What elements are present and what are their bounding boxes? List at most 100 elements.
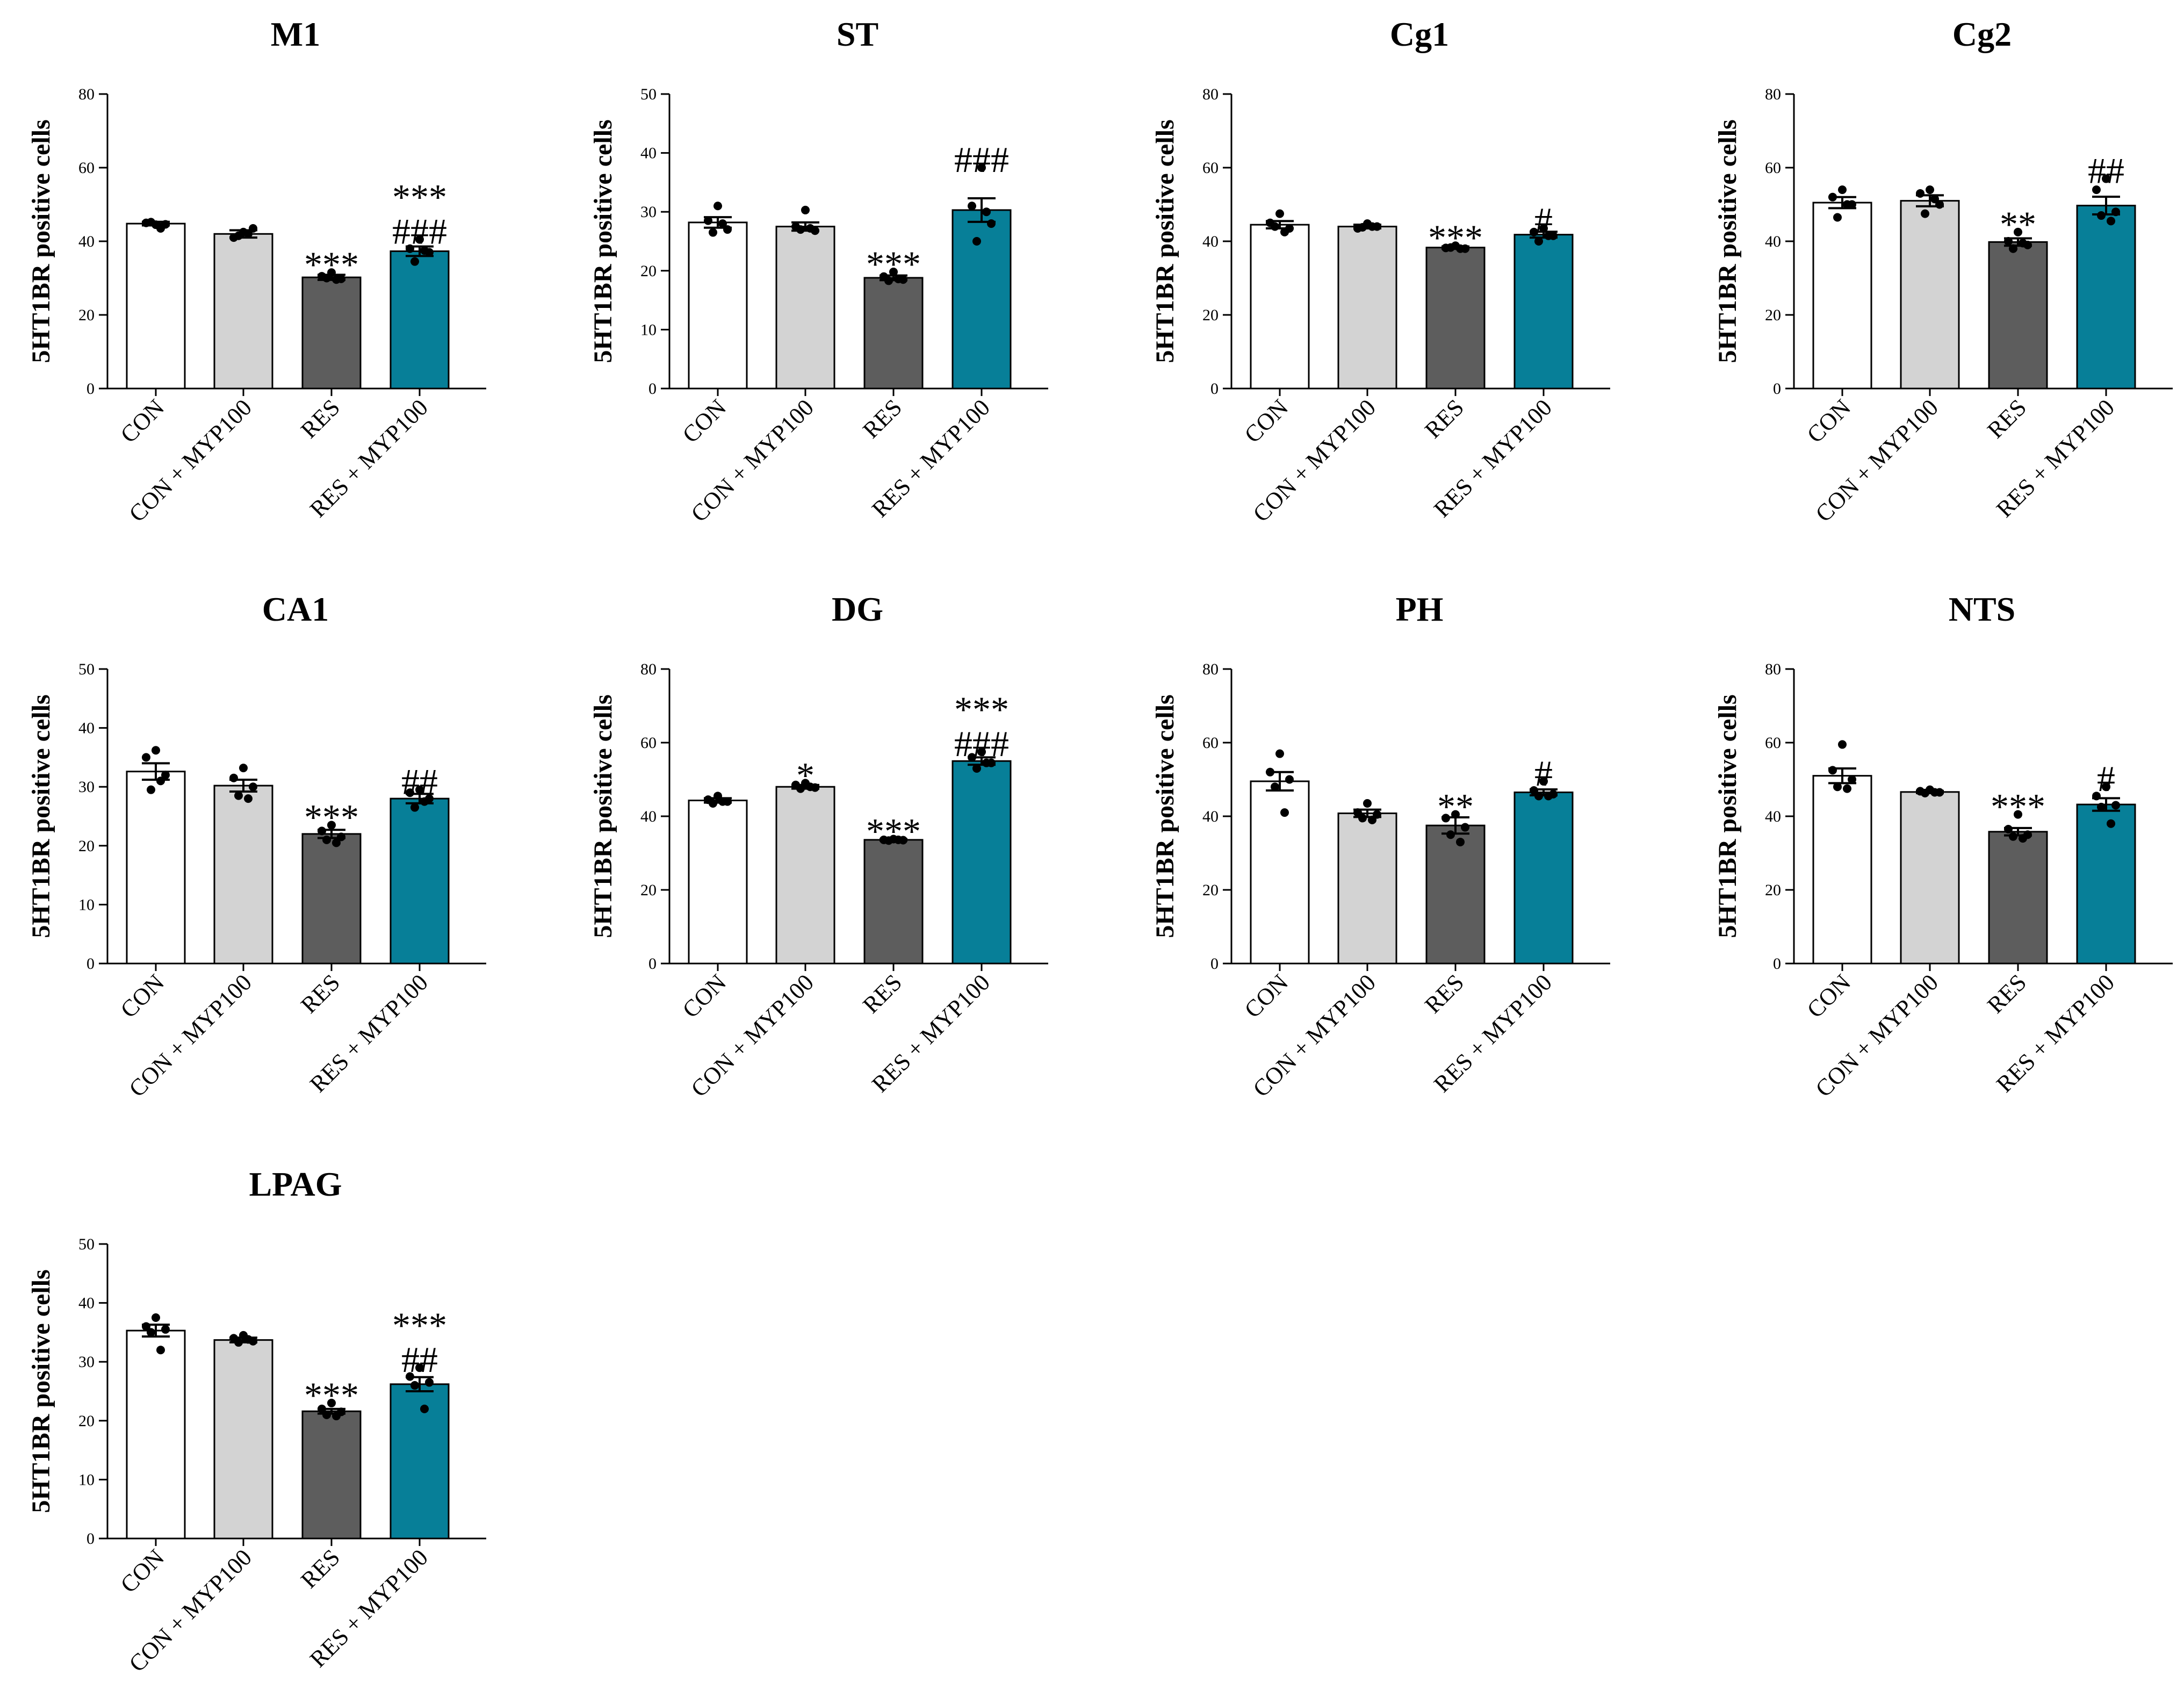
data-point	[156, 1346, 165, 1355]
data-point	[1539, 776, 1548, 786]
y-tick-label: 20	[640, 881, 657, 899]
y-tick-label: 60	[1202, 159, 1219, 177]
data-point	[249, 782, 257, 792]
y-tick-label: 40	[640, 145, 657, 162]
x-tick-label: RES	[857, 969, 907, 1018]
data-point	[2092, 792, 2101, 801]
data-point	[1373, 810, 1381, 819]
y-tick-label: 40	[1765, 808, 1781, 825]
bar	[301, 1410, 362, 1540]
data-point	[244, 1335, 253, 1344]
significance-label: ***	[866, 243, 921, 284]
y-tick-label: 10	[78, 1471, 95, 1489]
data-point	[1921, 209, 1929, 218]
data-point	[1838, 740, 1847, 749]
data-point	[425, 1378, 434, 1387]
data-point	[2092, 185, 2101, 195]
x-tick-label: RES	[1419, 394, 1469, 443]
data-point	[410, 257, 419, 266]
bar	[1513, 791, 1574, 965]
bar	[952, 760, 1012, 965]
data-point	[1353, 808, 1362, 817]
data-point	[884, 276, 893, 285]
data-point	[1461, 823, 1469, 832]
data-point	[1843, 200, 1851, 209]
data-point	[2009, 832, 2017, 841]
data-point	[1530, 786, 1538, 795]
data-point	[1530, 227, 1538, 236]
data-point	[894, 835, 903, 844]
y-tick-label: 0	[1210, 380, 1219, 398]
bar	[1250, 224, 1310, 390]
data-point	[796, 784, 805, 793]
data-point	[234, 231, 243, 240]
y-axis-label: 5HT1BR positive cells	[1713, 119, 1742, 363]
data-point	[1930, 788, 1939, 797]
data-point	[318, 1404, 326, 1413]
x-tick-label: CON	[116, 1544, 169, 1598]
y-tick-label: 20	[78, 837, 95, 855]
y-tick-label: 0	[87, 1530, 95, 1548]
data-point	[723, 225, 732, 234]
y-tick-label: 60	[1765, 159, 1781, 177]
significance-label: ##	[401, 1339, 438, 1380]
bar	[126, 771, 186, 965]
x-tick-label: RES	[295, 1544, 345, 1593]
y-axis-label: 5HT1BR positive cells	[589, 694, 617, 938]
data-point	[327, 268, 336, 277]
data-point	[420, 1404, 429, 1413]
bar	[1513, 234, 1574, 390]
data-point	[1456, 837, 1465, 846]
y-tick-label: 0	[1773, 380, 1781, 398]
data-point	[415, 235, 424, 244]
x-tick-label: CON	[1802, 394, 1856, 448]
significance-label: **	[1437, 786, 1474, 827]
data-point	[1828, 766, 1837, 775]
data-point	[244, 794, 253, 803]
data-point	[1275, 209, 1284, 218]
data-point	[2097, 211, 2106, 220]
data-point	[332, 838, 341, 847]
data-point	[2111, 207, 2120, 217]
data-point	[796, 225, 805, 234]
data-point	[718, 219, 727, 228]
y-tick-label: 40	[640, 808, 657, 825]
significance-label: ##	[2088, 150, 2124, 191]
data-point	[1843, 784, 1851, 793]
bar	[1425, 824, 1486, 965]
data-point	[972, 764, 981, 773]
data-point	[1921, 788, 1929, 797]
y-tick-label: 40	[1202, 808, 1219, 825]
data-point	[2019, 834, 2027, 843]
data-point	[1446, 830, 1455, 839]
data-point	[982, 758, 991, 767]
y-tick-label: 60	[78, 159, 95, 177]
data-point	[1451, 810, 1460, 819]
y-tick-label: 20	[1202, 306, 1219, 324]
x-tick-label: RES	[1982, 394, 2031, 443]
bar	[1250, 780, 1310, 965]
data-point	[2107, 217, 2115, 226]
data-point	[1539, 224, 1548, 233]
y-tick-label: 30	[78, 1353, 95, 1371]
data-point	[1280, 227, 1289, 236]
y-tick-label: 40	[1765, 233, 1781, 250]
x-tick-label: CON	[116, 969, 169, 1023]
bar	[126, 222, 186, 390]
data-point	[1271, 782, 1279, 792]
bar	[1988, 241, 2048, 390]
significance-label: ***	[866, 810, 921, 851]
data-point	[889, 267, 898, 276]
data-point	[147, 218, 155, 227]
data-point	[2004, 824, 2013, 833]
data-point	[1441, 814, 1450, 823]
data-point	[1833, 213, 1842, 222]
data-point	[420, 246, 429, 255]
data-point	[322, 1410, 331, 1419]
y-axis-label: 5HT1BR positive cells	[589, 119, 617, 363]
y-tick-label: 80	[1765, 660, 1781, 678]
x-tick-label: CON	[1239, 394, 1293, 448]
x-tick-label: RES	[1982, 969, 2031, 1018]
